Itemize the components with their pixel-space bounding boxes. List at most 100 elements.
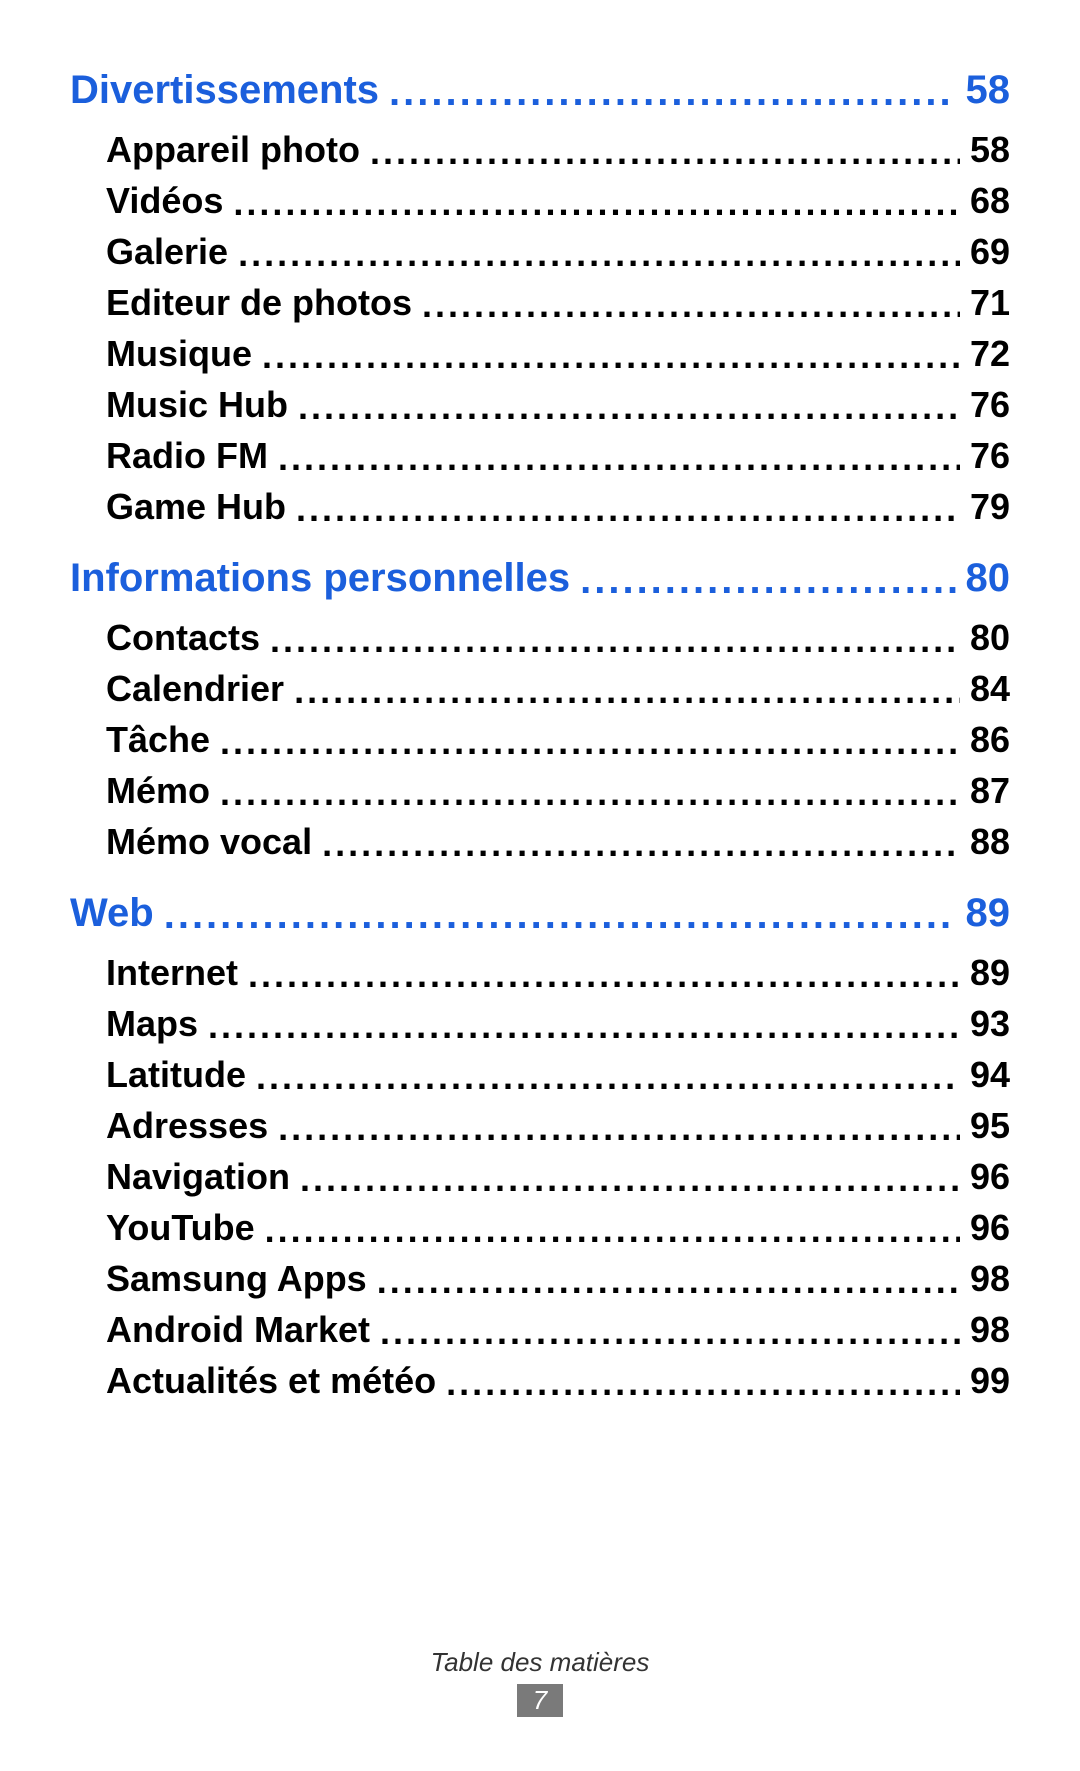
toc-item-label: Navigation: [106, 1156, 290, 1198]
toc-item-row[interactable]: Mémo vocal..............................…: [70, 821, 1010, 863]
toc-leader-dots: ........................................…: [389, 70, 955, 115]
toc-item-page: 71: [970, 282, 1010, 324]
toc-section-heading-row[interactable]: Informations personnelles...............…: [70, 556, 1010, 601]
toc-leader-dots: ........................................…: [270, 619, 960, 661]
toc-leader-dots: ........................................…: [248, 954, 960, 996]
toc-leader-dots: ........................................…: [294, 670, 960, 712]
toc-item-label: Game Hub: [106, 486, 286, 528]
toc-item-page: 93: [970, 1003, 1010, 1045]
toc-leader-dots: ........................................…: [278, 1107, 960, 1149]
toc-item-row[interactable]: Actualités et météo.....................…: [70, 1360, 1010, 1402]
toc-item-label: Mémo vocal: [106, 821, 312, 863]
toc-leader-dots: ........................................…: [298, 386, 960, 428]
toc-item-label: YouTube: [106, 1207, 255, 1249]
toc-item-page: 76: [970, 384, 1010, 426]
toc-item-row[interactable]: Appareil photo..........................…: [70, 129, 1010, 171]
toc-item-row[interactable]: Editeur de photos.......................…: [70, 282, 1010, 324]
toc-item-label: Adresses: [106, 1105, 268, 1147]
footer-title: Table des matières: [0, 1647, 1080, 1678]
toc-leader-dots: ........................................…: [300, 1158, 960, 1200]
toc-item-page: 79: [970, 486, 1010, 528]
toc-item-page: 98: [970, 1258, 1010, 1300]
toc-leader-dots: ........................................…: [370, 131, 960, 173]
toc-item-label: Vidéos: [106, 180, 223, 222]
toc-item-row[interactable]: YouTube.................................…: [70, 1207, 1010, 1249]
toc-item-label: Android Market: [106, 1309, 370, 1351]
toc-item-page: 95: [970, 1105, 1010, 1147]
toc-section: Informations personnelles...............…: [70, 556, 1010, 863]
toc-leader-dots: ........................................…: [220, 772, 960, 814]
toc-item-row[interactable]: Calendrier..............................…: [70, 668, 1010, 710]
toc-leader-dots: ........................................…: [262, 335, 960, 377]
toc-item-page: 72: [970, 333, 1010, 375]
toc-section-heading-row[interactable]: Divertissements.........................…: [70, 68, 1010, 113]
toc-item-row[interactable]: Tâche...................................…: [70, 719, 1010, 761]
toc-item-label: Music Hub: [106, 384, 288, 426]
toc-leader-dots: ........................................…: [446, 1362, 960, 1404]
toc-item-page: 94: [970, 1054, 1010, 1096]
toc-item-row[interactable]: Android Market..........................…: [70, 1309, 1010, 1351]
toc-item-row[interactable]: Latitude................................…: [70, 1054, 1010, 1096]
toc-item-row[interactable]: Musique.................................…: [70, 333, 1010, 375]
toc-item-row[interactable]: Adresses................................…: [70, 1105, 1010, 1147]
toc-item-page: 76: [970, 435, 1010, 477]
toc-item-label: Tâche: [106, 719, 210, 761]
toc-item-label: Maps: [106, 1003, 198, 1045]
page-number-badge: 7: [517, 1684, 563, 1717]
toc-item-row[interactable]: Galerie.................................…: [70, 231, 1010, 273]
toc-item-row[interactable]: Game Hub................................…: [70, 486, 1010, 528]
toc-item-page: 80: [970, 617, 1010, 659]
toc-item-page: 58: [970, 129, 1010, 171]
toc-leader-dots: ........................................…: [220, 721, 960, 763]
toc-item-row[interactable]: Radio FM................................…: [70, 435, 1010, 477]
toc-item-page: 88: [970, 821, 1010, 863]
toc-leader-dots: ........................................…: [296, 488, 960, 530]
table-of-contents: Divertissements.........................…: [70, 68, 1010, 1402]
toc-section-heading-row[interactable]: Web.....................................…: [70, 891, 1010, 936]
toc-item-row[interactable]: Samsung Apps............................…: [70, 1258, 1010, 1300]
toc-leader-dots: ........................................…: [322, 823, 960, 865]
toc-item-page: 84: [970, 668, 1010, 710]
toc-item-row[interactable]: Mémo....................................…: [70, 770, 1010, 812]
toc-item-page: 99: [970, 1360, 1010, 1402]
toc-section-heading-label: Web: [70, 891, 154, 936]
toc-item-page: 69: [970, 231, 1010, 273]
toc-section-heading-page: 58: [966, 68, 1011, 113]
toc-leader-dots: ........................................…: [278, 437, 960, 479]
page-footer: Table des matières 7: [0, 1647, 1080, 1717]
toc-item-page: 89: [970, 952, 1010, 994]
toc-item-row[interactable]: Maps....................................…: [70, 1003, 1010, 1045]
toc-item-label: Latitude: [106, 1054, 246, 1096]
toc-leader-dots: ........................................…: [380, 1311, 960, 1353]
toc-item-page: 98: [970, 1309, 1010, 1351]
toc-item-label: Appareil photo: [106, 129, 360, 171]
toc-item-page: 96: [970, 1156, 1010, 1198]
toc-leader-dots: ........................................…: [580, 558, 955, 603]
toc-item-page: 86: [970, 719, 1010, 761]
toc-item-row[interactable]: Internet................................…: [70, 952, 1010, 994]
toc-section: Divertissements.........................…: [70, 68, 1010, 528]
toc-section-heading-label: Informations personnelles: [70, 556, 570, 601]
toc-item-row[interactable]: Contacts................................…: [70, 617, 1010, 659]
toc-item-label: Internet: [106, 952, 238, 994]
toc-item-label: Samsung Apps: [106, 1258, 367, 1300]
toc-item-label: Musique: [106, 333, 252, 375]
toc-leader-dots: ........................................…: [164, 893, 956, 938]
toc-item-label: Mémo: [106, 770, 210, 812]
toc-item-label: Calendrier: [106, 668, 284, 710]
toc-leader-dots: ........................................…: [233, 182, 960, 224]
toc-item-page: 68: [970, 180, 1010, 222]
toc-item-row[interactable]: Navigation..............................…: [70, 1156, 1010, 1198]
toc-item-label: Actualités et météo: [106, 1360, 436, 1402]
toc-leader-dots: ........................................…: [377, 1260, 960, 1302]
toc-section-heading-page: 80: [966, 556, 1011, 601]
toc-item-label: Contacts: [106, 617, 260, 659]
toc-item-label: Galerie: [106, 231, 228, 273]
toc-leader-dots: ........................................…: [265, 1209, 960, 1251]
toc-section: Web.....................................…: [70, 891, 1010, 1402]
toc-item-row[interactable]: Music Hub...............................…: [70, 384, 1010, 426]
toc-item-row[interactable]: Vidéos..................................…: [70, 180, 1010, 222]
toc-item-label: Editeur de photos: [106, 282, 412, 324]
toc-section-heading-page: 89: [966, 891, 1011, 936]
toc-leader-dots: ........................................…: [422, 284, 960, 326]
